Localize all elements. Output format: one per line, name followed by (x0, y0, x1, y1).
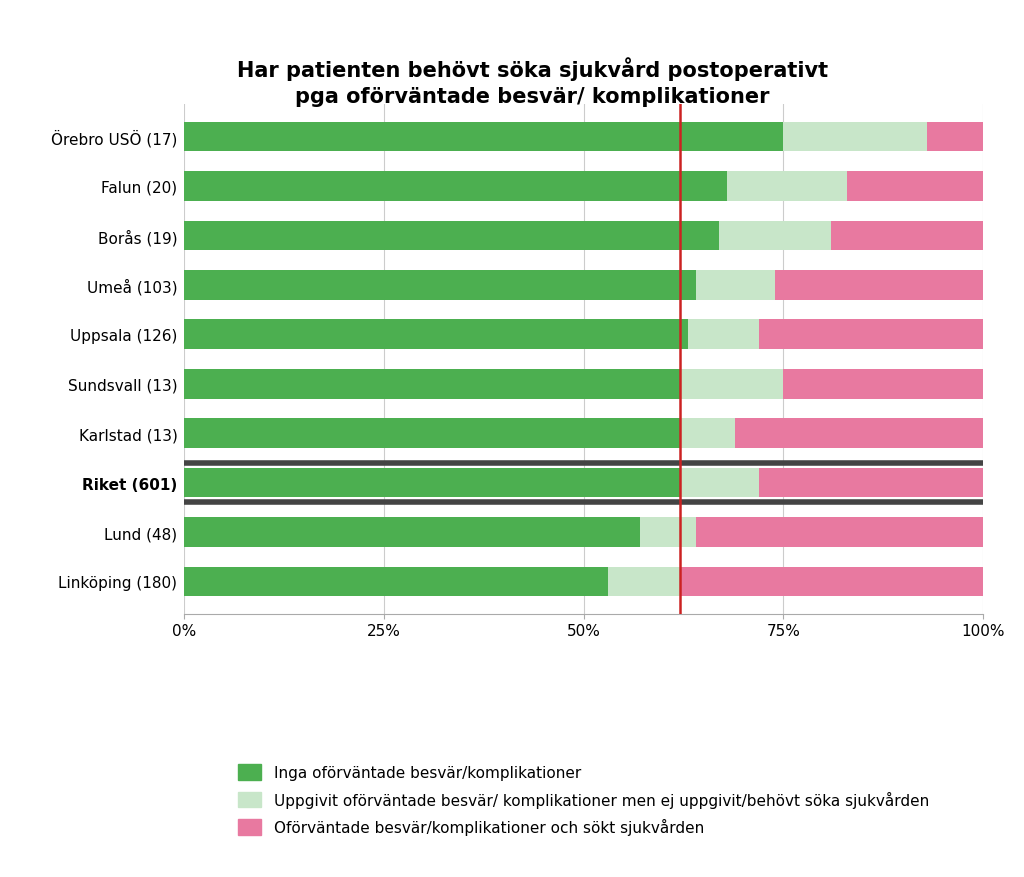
Bar (607, 567, 680, 596)
Bar (184, 320, 687, 350)
Legend: Inga oförväntade besvär/komplikationer, Uppgivit oförväntade besvär/ komplikatio: Inga oförväntade besvär/komplikationer, … (230, 757, 937, 843)
Bar (680, 369, 783, 399)
Bar (640, 517, 695, 547)
Bar (680, 567, 983, 596)
Bar (184, 468, 680, 498)
Bar (760, 468, 983, 498)
Bar (184, 567, 607, 596)
Bar (687, 320, 760, 350)
Bar (727, 172, 847, 202)
Bar (184, 123, 783, 152)
Bar (783, 369, 983, 399)
Bar (680, 419, 735, 448)
Bar (184, 369, 680, 399)
Bar (695, 271, 775, 300)
Bar (783, 123, 927, 152)
Bar (184, 172, 727, 202)
Bar (184, 419, 680, 448)
Text: Har patienten behövt söka sjukvård postoperativt
pga oförväntade besvär/ komplik: Har patienten behövt söka sjukvård posto… (237, 57, 828, 107)
Bar (847, 172, 983, 202)
Bar (184, 517, 640, 547)
Bar (695, 517, 983, 547)
Bar (720, 221, 831, 251)
Bar (680, 468, 760, 498)
Bar (760, 320, 983, 350)
Bar (927, 123, 983, 152)
Bar (831, 221, 983, 251)
Bar (184, 221, 720, 251)
Bar (775, 271, 983, 300)
Bar (735, 419, 983, 448)
Bar (184, 271, 695, 300)
